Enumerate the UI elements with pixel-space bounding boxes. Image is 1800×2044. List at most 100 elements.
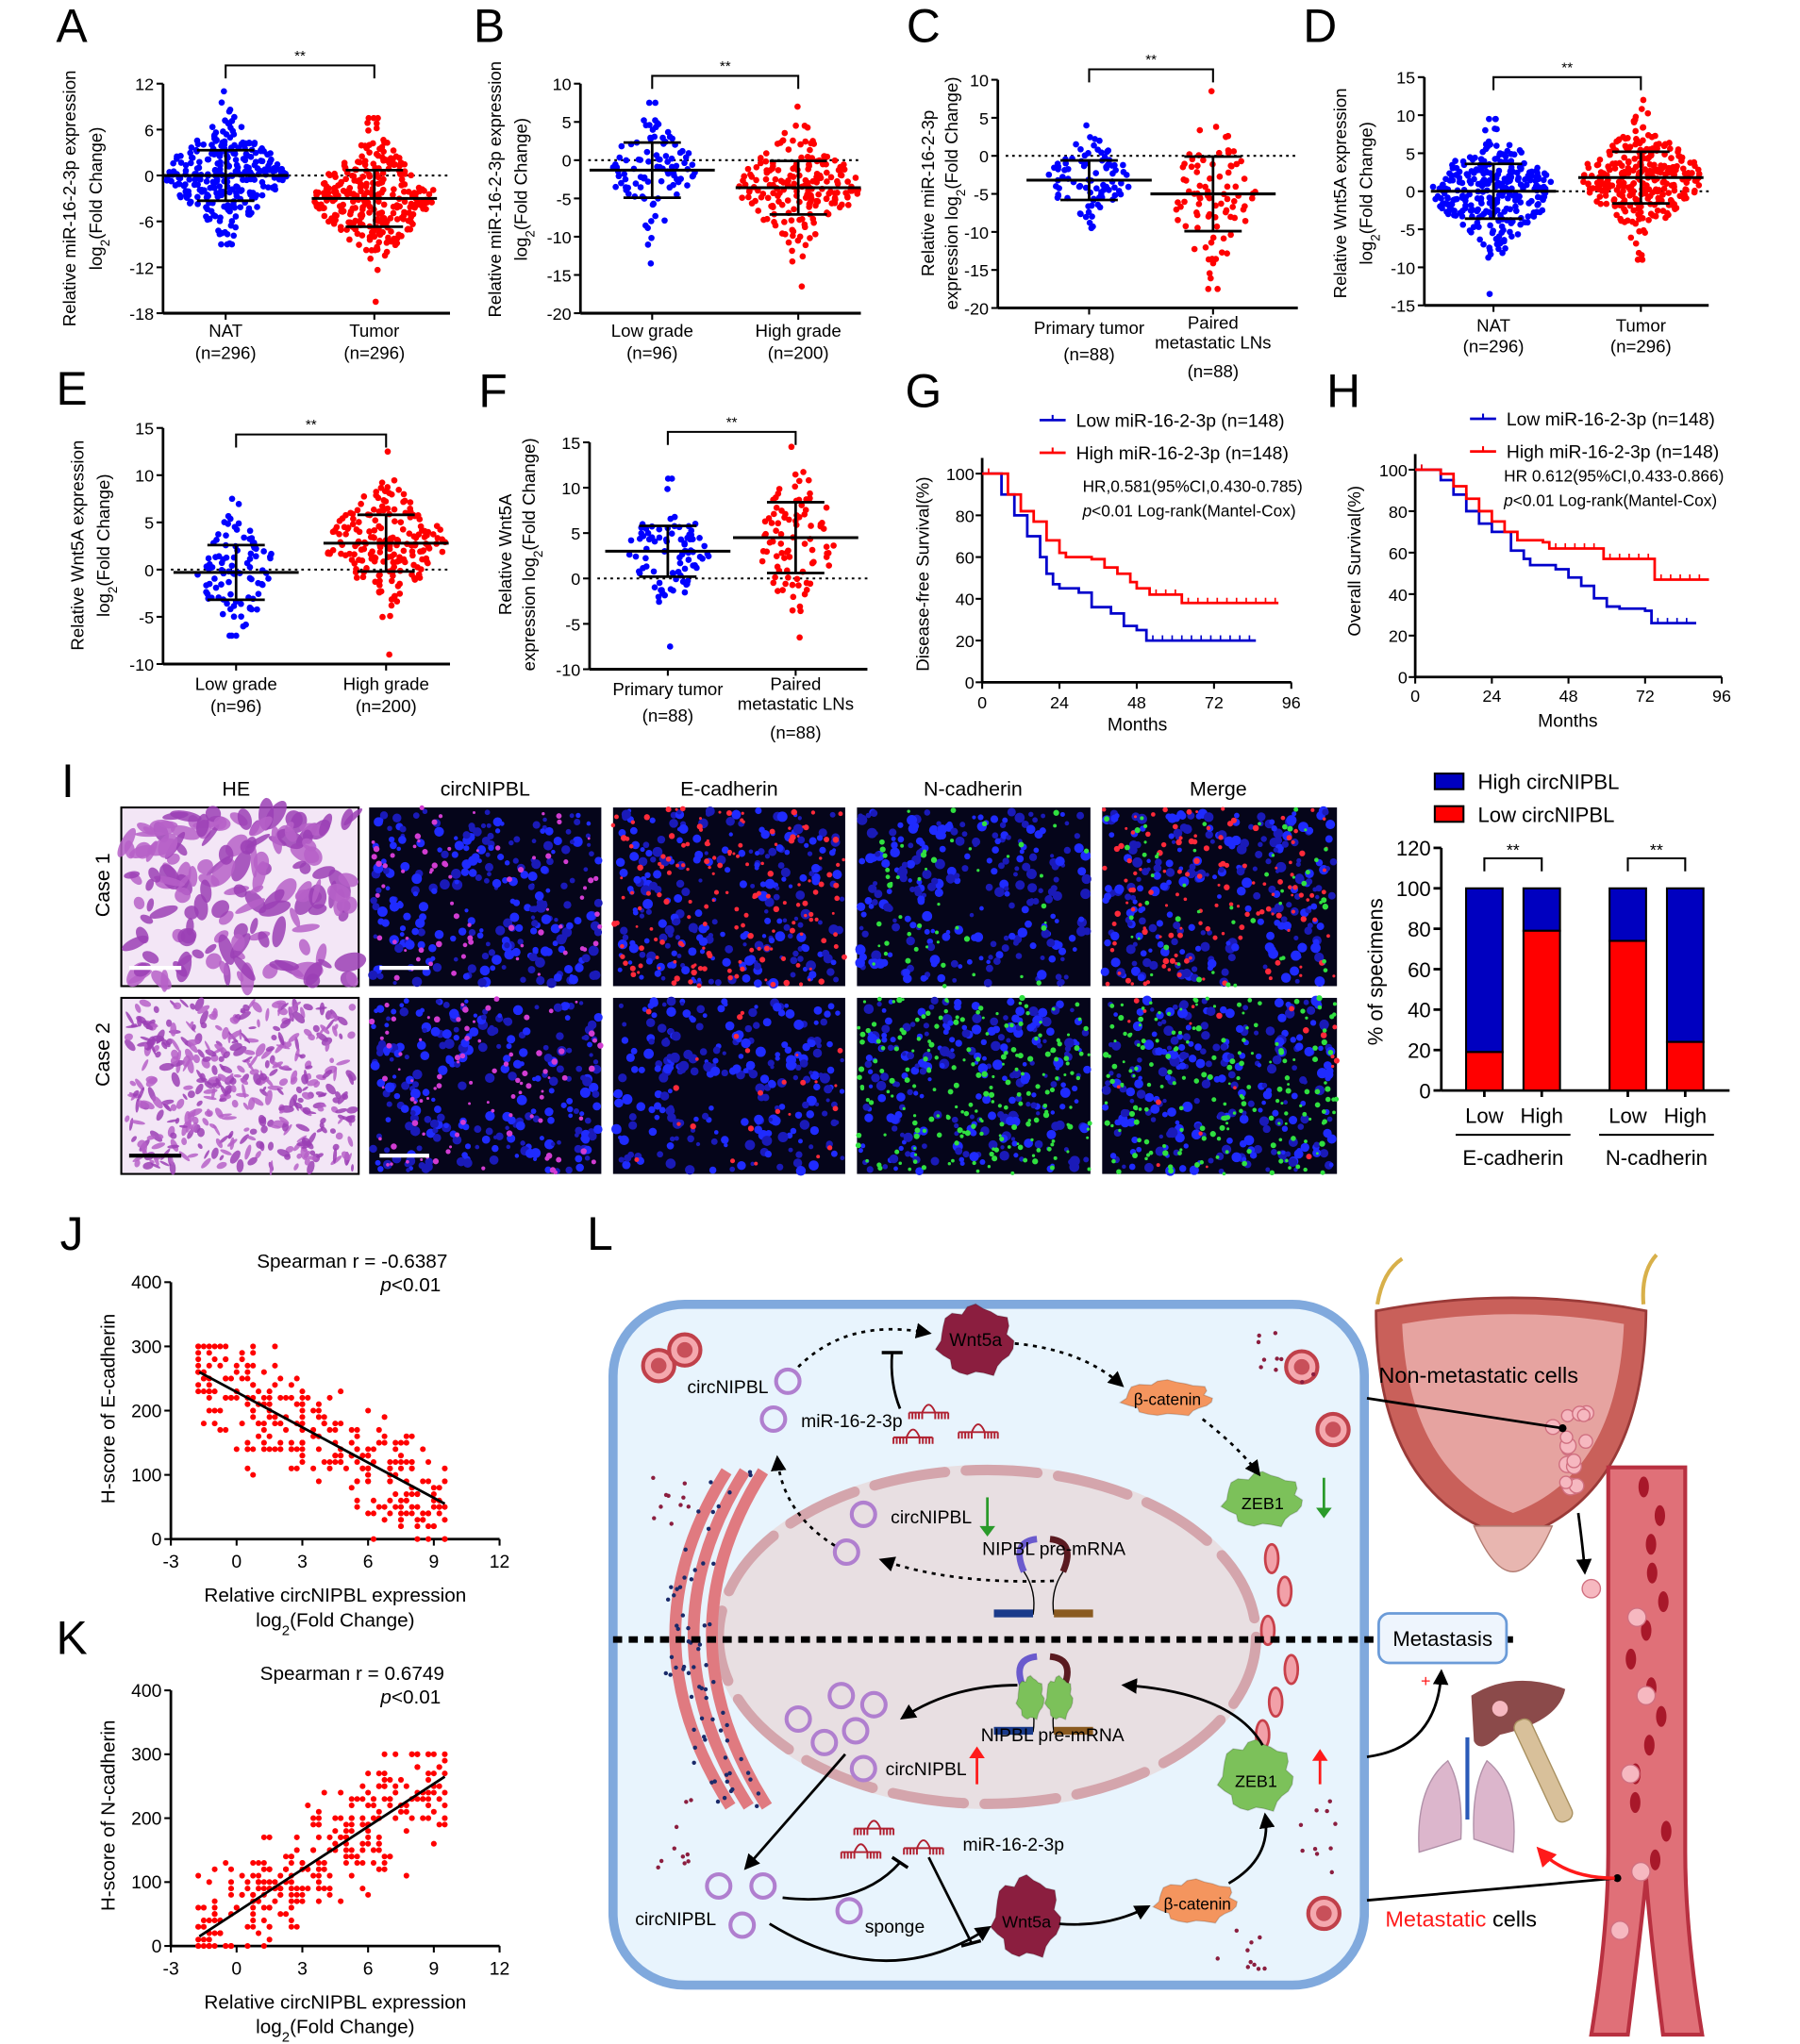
marker-signal bbox=[812, 889, 819, 895]
nucleus-signal bbox=[1146, 858, 1151, 864]
marker-signal bbox=[1252, 824, 1259, 832]
nucleus-signal bbox=[983, 978, 992, 988]
data-point bbox=[1205, 286, 1212, 292]
nucleus-signal bbox=[1240, 839, 1250, 848]
data-point bbox=[218, 191, 225, 199]
marker-signal bbox=[621, 895, 625, 900]
data-point bbox=[1083, 122, 1090, 129]
nucleus-signal bbox=[681, 888, 691, 897]
marker-signal bbox=[415, 956, 421, 962]
nucleus-signal bbox=[562, 1002, 571, 1009]
marker-signal bbox=[405, 937, 409, 940]
category-label: Tumor bbox=[1616, 315, 1666, 335]
nucleus-signal bbox=[376, 906, 388, 917]
data-point bbox=[659, 134, 666, 141]
nucleus-signal bbox=[586, 911, 596, 921]
data-point bbox=[246, 556, 254, 562]
data-point bbox=[233, 161, 241, 169]
nucleus-signal bbox=[1025, 824, 1036, 835]
data-point bbox=[748, 174, 756, 180]
panel-label-g: G bbox=[906, 365, 942, 418]
marker-signal bbox=[1280, 889, 1284, 893]
data-point bbox=[1541, 183, 1547, 191]
nucleus-signal bbox=[389, 1056, 394, 1062]
data-point bbox=[399, 525, 407, 533]
marker-signal bbox=[832, 837, 840, 843]
nucleus-signal bbox=[485, 852, 491, 857]
panel-label-e: E bbox=[56, 362, 87, 415]
data-point bbox=[333, 212, 340, 219]
nucleus-signal bbox=[387, 825, 392, 832]
data-point bbox=[785, 239, 792, 246]
data-point bbox=[652, 117, 658, 124]
marker-signal bbox=[547, 1076, 551, 1080]
nucleus-signal bbox=[399, 1007, 409, 1017]
data-point bbox=[1504, 178, 1511, 186]
nucleus-signal bbox=[541, 914, 552, 924]
data-point bbox=[258, 580, 265, 588]
data-point bbox=[267, 555, 274, 562]
nucleus-signal bbox=[462, 831, 471, 839]
marker-signal bbox=[743, 912, 749, 918]
nucleus-signal bbox=[1242, 877, 1253, 889]
nucleus-signal bbox=[1224, 836, 1235, 847]
nucleus-signal bbox=[495, 925, 506, 936]
nucleus-signal bbox=[743, 956, 755, 966]
nucleus-signal bbox=[370, 897, 377, 905]
marker-signal bbox=[510, 1094, 516, 1099]
nucleus-signal bbox=[1227, 954, 1236, 962]
nucleus-signal bbox=[898, 867, 908, 877]
marker-signal bbox=[1125, 826, 1128, 830]
nucleus-signal bbox=[1142, 868, 1149, 876]
nucleus-signal bbox=[870, 809, 878, 817]
marker-signal bbox=[468, 1102, 472, 1105]
nucleus-signal bbox=[1277, 847, 1284, 854]
p-value-annotation-part: p bbox=[1503, 491, 1513, 510]
data-point bbox=[644, 241, 652, 248]
nucleus-signal bbox=[492, 878, 502, 889]
data-point bbox=[1182, 177, 1190, 184]
nucleus-signal bbox=[1025, 920, 1032, 928]
data-point bbox=[216, 153, 224, 159]
marker-signal bbox=[1111, 922, 1117, 926]
data-point bbox=[380, 496, 388, 504]
data-point bbox=[701, 542, 708, 550]
hazard-ratio-annotation: HR 0.612(95%CI,0.433-0.866) bbox=[1504, 466, 1724, 485]
micrograph-merge-case1 bbox=[1100, 806, 1338, 988]
data-point bbox=[260, 548, 267, 555]
nucleus-signal bbox=[830, 1150, 838, 1157]
x-axis-label: Months bbox=[1538, 710, 1597, 731]
marker-signal bbox=[438, 814, 443, 819]
data-point bbox=[854, 191, 861, 197]
marker-signal bbox=[1163, 944, 1170, 951]
hazard-ratio-annotation: HR,0.581(95%CI,0.430-0.785) bbox=[1083, 476, 1303, 495]
micrograph-circnipbl-case1 bbox=[368, 805, 603, 989]
data-point bbox=[1636, 216, 1642, 223]
nucleus-signal bbox=[575, 1065, 583, 1072]
y-tick-label: 0 bbox=[144, 561, 154, 580]
nucleus-signal bbox=[667, 1064, 675, 1072]
data-point bbox=[193, 137, 201, 144]
nucleus-signal bbox=[1195, 812, 1203, 820]
data-point bbox=[791, 180, 797, 188]
data-point bbox=[1539, 207, 1546, 214]
nucleus-signal bbox=[400, 1105, 409, 1113]
data-point bbox=[231, 523, 239, 530]
marker-signal bbox=[925, 867, 928, 871]
marker-signal bbox=[1299, 965, 1303, 969]
data-point bbox=[1238, 158, 1244, 165]
nucleus-signal bbox=[412, 1069, 423, 1080]
marker-signal bbox=[1128, 915, 1134, 921]
data-point bbox=[356, 528, 363, 536]
marker-signal bbox=[1268, 976, 1273, 981]
marker-signal bbox=[1280, 815, 1286, 821]
category-label: High grade bbox=[343, 674, 429, 694]
marker-signal bbox=[390, 853, 395, 858]
marker-signal bbox=[783, 979, 791, 987]
y-tick-label: 10 bbox=[970, 71, 989, 90]
y-tick-label: 40 bbox=[1389, 586, 1408, 605]
data-point bbox=[808, 140, 814, 147]
marker-signal bbox=[1196, 976, 1203, 983]
marker-signal bbox=[556, 1156, 562, 1163]
data-point bbox=[778, 507, 785, 514]
